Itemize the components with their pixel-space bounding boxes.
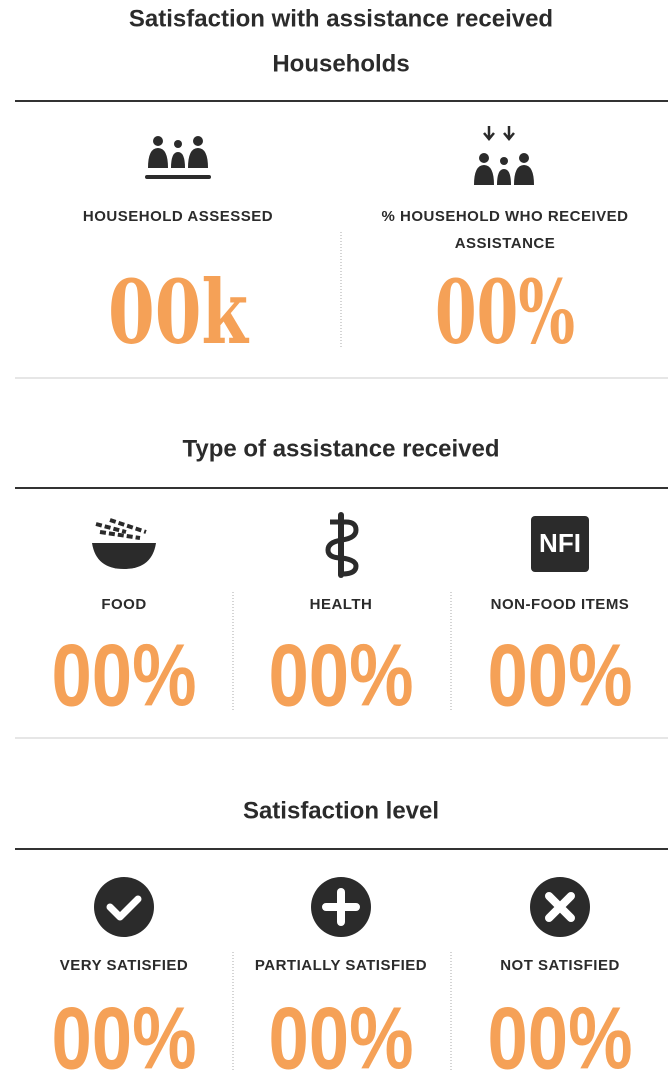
item-label: % HOUSEHOLD WHO RECEIVED xyxy=(381,208,628,225)
item-label: NOT SATISFIED xyxy=(500,957,620,974)
received-icon xyxy=(474,126,534,185)
item-label: NON-FOOD ITEMS xyxy=(491,596,630,613)
subtitle: Households xyxy=(272,50,409,77)
health-icon xyxy=(325,512,359,578)
section-heading: Type of assistance received xyxy=(182,435,499,462)
item-value: 00% xyxy=(269,625,414,724)
item-value: 00% xyxy=(488,625,633,724)
check-icon xyxy=(94,877,154,937)
item-label: FOOD xyxy=(101,596,146,613)
item-label: HEALTH xyxy=(310,596,373,613)
plus-icon xyxy=(311,877,371,937)
cross-icon xyxy=(530,877,590,937)
household-icon xyxy=(145,136,211,179)
title: Satisfaction with assistance received xyxy=(129,5,553,32)
item-label: VERY SATISFIED xyxy=(60,957,188,974)
item-label: ASSISTANCE xyxy=(455,235,556,252)
item-value: 00% xyxy=(488,988,633,1087)
item-value: 00% xyxy=(52,625,197,724)
item-value: 00k xyxy=(108,260,250,364)
item-label: HOUSEHOLD ASSESSED xyxy=(83,208,273,225)
item-label: PARTIALLY SATISFIED xyxy=(255,957,427,974)
nfi-icon xyxy=(531,516,589,572)
food-icon xyxy=(92,518,156,569)
item-value: 00% xyxy=(435,260,575,364)
nfi-icon-text: NFI xyxy=(539,528,581,558)
item-value: 00% xyxy=(52,988,197,1087)
section-heading: Satisfaction level xyxy=(243,797,439,824)
item-value: 00% xyxy=(269,988,414,1087)
